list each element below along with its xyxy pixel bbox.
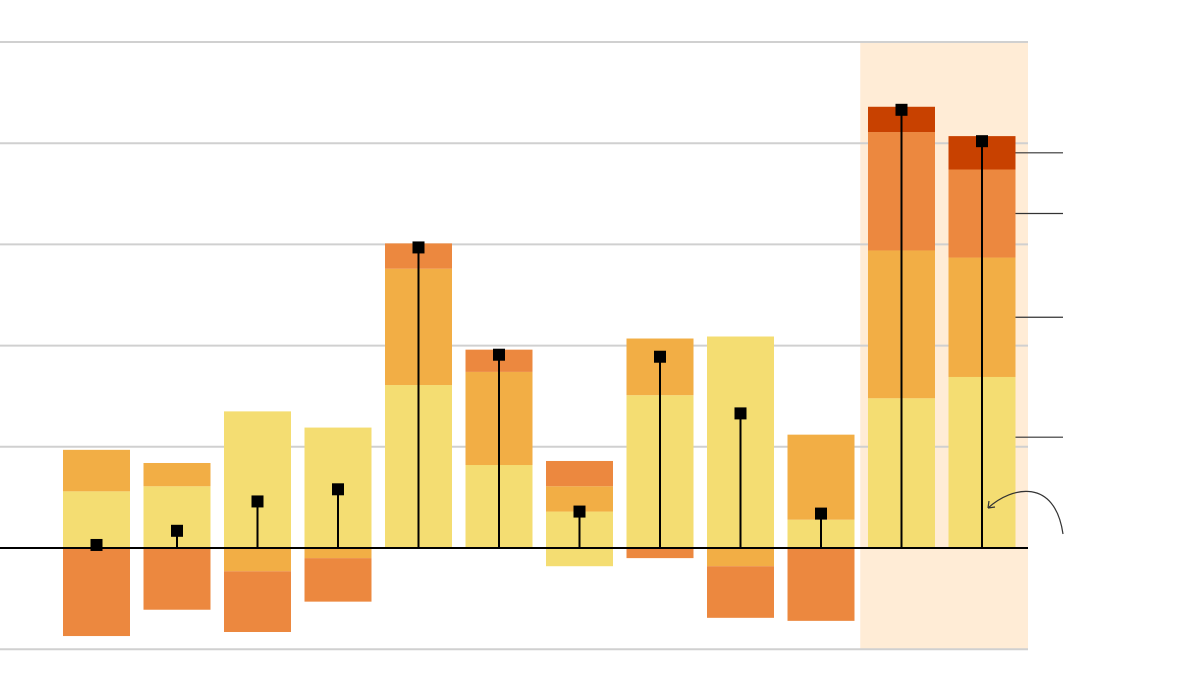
net-value-marker (171, 524, 183, 537)
net-value-marker (573, 505, 586, 518)
bar-segment-negative-level1 (546, 548, 613, 567)
net-value-marker (654, 350, 666, 363)
bar-segment-negative-level3 (787, 548, 855, 621)
bar-segment-negative-level3 (707, 566, 774, 618)
net-value-marker (251, 495, 264, 508)
annotation-arrowhead (987, 500, 996, 509)
bar-segment-negative-level3 (143, 548, 211, 610)
bar-segment-level2 (787, 434, 855, 520)
annotation-curved-arrow (987, 490, 1064, 535)
net-value-marker (815, 507, 827, 520)
bar-segment-level1 (63, 491, 130, 548)
bar-segment-negative-level3 (63, 548, 130, 637)
bar-segment-negative-level2 (224, 548, 291, 572)
net-value-marker (493, 348, 505, 361)
bar-segment-negative-level3 (626, 548, 694, 559)
net-value-marker (976, 135, 988, 148)
net-value-marker (90, 538, 103, 551)
net-value-marker (734, 407, 747, 420)
bar-segment-level3 (546, 460, 613, 487)
bar-segment-negative-level2 (304, 548, 372, 559)
net-value-marker (332, 483, 344, 496)
bar-segment-level2 (143, 462, 211, 487)
bar-segment-negative-level3 (304, 558, 372, 602)
bar-segment-negative-level3 (224, 571, 291, 632)
net-value-marker (895, 103, 908, 116)
net-value-marker (412, 241, 425, 254)
bar-segment-negative-level2 (707, 548, 774, 567)
bar-segment-level2 (63, 449, 130, 492)
